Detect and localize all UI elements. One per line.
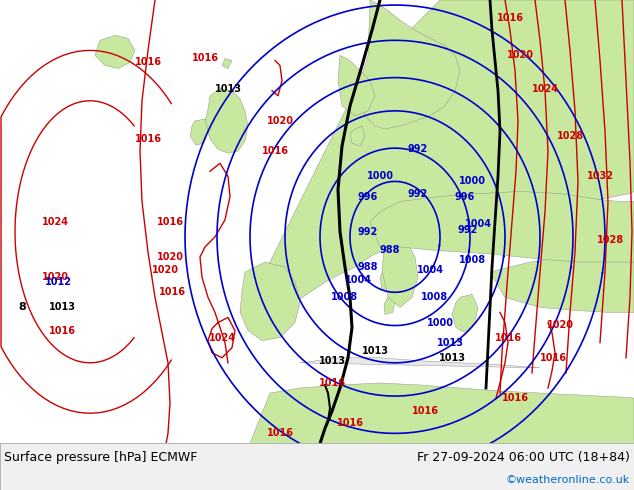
- Text: 996: 996: [455, 192, 475, 201]
- Polygon shape: [452, 294, 478, 333]
- Polygon shape: [360, 0, 460, 129]
- Text: 1008: 1008: [332, 293, 359, 302]
- Text: 1000: 1000: [458, 176, 486, 186]
- Text: 992: 992: [358, 227, 378, 237]
- Text: 1016: 1016: [134, 134, 162, 144]
- Text: 1016: 1016: [191, 53, 219, 63]
- Polygon shape: [300, 358, 540, 368]
- Text: 1016: 1016: [318, 378, 346, 388]
- Text: 1013: 1013: [436, 338, 463, 348]
- Text: 992: 992: [458, 225, 478, 235]
- Text: 1024: 1024: [41, 217, 68, 227]
- Text: 1024: 1024: [209, 333, 235, 343]
- Text: 1016: 1016: [48, 325, 75, 336]
- Polygon shape: [382, 237, 418, 307]
- Text: 1016: 1016: [158, 287, 186, 297]
- Polygon shape: [95, 35, 135, 69]
- Text: ©weatheronline.co.uk: ©weatheronline.co.uk: [506, 475, 630, 485]
- Text: 1004: 1004: [417, 265, 444, 275]
- Text: 1016: 1016: [337, 418, 363, 428]
- Polygon shape: [250, 383, 634, 443]
- Polygon shape: [384, 297, 395, 315]
- Polygon shape: [350, 126, 365, 146]
- Text: 1008: 1008: [458, 255, 486, 265]
- Text: 992: 992: [408, 189, 428, 198]
- Text: 1020: 1020: [266, 116, 294, 126]
- Text: 988: 988: [358, 262, 378, 272]
- Text: 1000: 1000: [427, 318, 453, 327]
- Polygon shape: [190, 119, 208, 145]
- Polygon shape: [370, 192, 634, 262]
- Polygon shape: [240, 262, 300, 341]
- Polygon shape: [338, 55, 375, 116]
- Polygon shape: [260, 0, 634, 322]
- Text: 1004: 1004: [465, 219, 491, 229]
- Text: 1013: 1013: [318, 356, 346, 366]
- Text: 1028: 1028: [557, 131, 583, 141]
- Polygon shape: [490, 257, 634, 313]
- Text: 1016: 1016: [157, 217, 183, 227]
- Text: 1020: 1020: [152, 265, 179, 275]
- Text: 1020: 1020: [157, 252, 183, 262]
- Text: 1013: 1013: [439, 353, 465, 363]
- Text: 1016: 1016: [496, 13, 524, 23]
- Text: 1012: 1012: [44, 277, 72, 287]
- Text: 992: 992: [408, 144, 428, 154]
- Text: 1016: 1016: [501, 393, 529, 403]
- Polygon shape: [205, 89, 248, 153]
- Text: 1020: 1020: [41, 272, 68, 282]
- Text: Fr 27-09-2024 06:00 UTC (18+84): Fr 27-09-2024 06:00 UTC (18+84): [417, 450, 630, 464]
- Text: 1016: 1016: [540, 353, 567, 363]
- Text: 1013: 1013: [361, 346, 389, 356]
- Text: 8: 8: [18, 302, 26, 313]
- Text: 1020: 1020: [507, 50, 533, 60]
- Text: 1000: 1000: [366, 172, 394, 181]
- Text: Surface pressure [hPa] ECMWF: Surface pressure [hPa] ECMWF: [4, 450, 197, 464]
- Text: 996: 996: [358, 192, 378, 201]
- Text: 1016: 1016: [134, 57, 162, 68]
- Text: 1016: 1016: [266, 428, 294, 439]
- Text: 1032: 1032: [586, 172, 614, 181]
- Polygon shape: [222, 58, 232, 69]
- Text: 1020: 1020: [547, 319, 574, 329]
- Text: 988: 988: [380, 245, 400, 255]
- Text: 1024: 1024: [531, 84, 559, 94]
- Text: 1008: 1008: [422, 293, 449, 302]
- Text: 1004: 1004: [344, 275, 372, 285]
- Polygon shape: [380, 267, 392, 290]
- Text: 1013: 1013: [214, 84, 242, 94]
- Text: 1013: 1013: [48, 302, 75, 313]
- Text: 1016: 1016: [411, 406, 439, 416]
- Text: 1016: 1016: [495, 333, 522, 343]
- Text: 1028: 1028: [597, 235, 624, 245]
- Text: 1016: 1016: [261, 146, 288, 156]
